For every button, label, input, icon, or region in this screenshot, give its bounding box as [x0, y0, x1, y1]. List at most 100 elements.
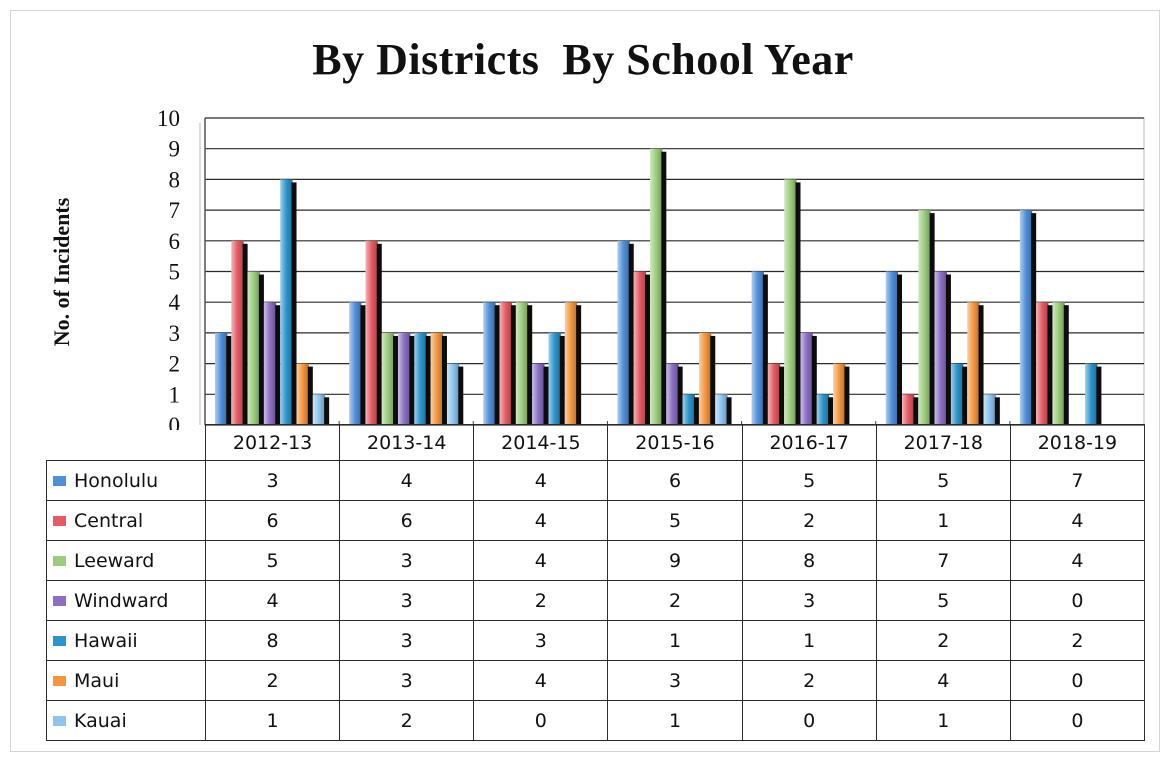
table-cell-value: 6 [204, 500, 341, 541]
table-cell-value: 8 [204, 620, 341, 661]
table-cell-value: 2 [473, 580, 609, 621]
legend-entry: Honolulu [46, 460, 206, 501]
bar-shadow [258, 274, 264, 425]
bar-honolulu-2013-14 [349, 302, 362, 425]
table-row: Central 6 6 4 5 2 1 4 [46, 500, 1145, 541]
y-tick-label: 10 [157, 106, 180, 131]
table-row: Hawaii 8 3 3 1 1 2 2 [46, 620, 1145, 661]
bar-central-2016-17 [767, 363, 781, 425]
table-cell-value: 4 [473, 500, 609, 541]
table-cell-value: 4 [473, 540, 609, 581]
table-cell-value: 0 [741, 700, 877, 741]
bar-shadow [828, 397, 834, 425]
bar-central-2015-16 [633, 271, 647, 425]
legend-swatch [53, 596, 66, 606]
y-tick-label: 1 [169, 382, 181, 407]
x-category-label: 2017-18 [875, 424, 1011, 461]
chart-frame [10, 10, 1160, 752]
x-category-label: 2016-17 [741, 424, 877, 461]
table-cell-value: 1 [204, 700, 341, 741]
table-row: Maui 2 3 4 3 2 4 0 [46, 660, 1145, 701]
bar-shadow [1096, 366, 1102, 425]
table-cell-value: 2 [875, 620, 1011, 661]
series-name: Honolulu [74, 469, 159, 492]
bar-maui-2015-16 [698, 332, 712, 425]
bar-honolulu-2017-18 [885, 271, 899, 425]
bar-central-2018-19 [1036, 302, 1049, 425]
bar-shadow [425, 335, 431, 425]
table-cell-value: 7 [1009, 460, 1145, 501]
bar-shadow [710, 335, 716, 425]
table-cell-value: 5 [875, 580, 1011, 621]
bar-hawaii-2013-14 [414, 332, 427, 425]
y-tick-label: 4 [169, 290, 181, 315]
bar-maui-2013-14 [430, 332, 443, 425]
bar-shadow [360, 305, 366, 425]
bar-hawaii-2018-19 [1085, 363, 1098, 425]
bar-shadow [811, 335, 817, 425]
bar-windward-2017-18 [934, 271, 947, 425]
bar-honolulu-2015-16 [617, 240, 630, 425]
bar-central-2017-18 [902, 394, 915, 425]
table-cell-value: 6 [339, 500, 475, 541]
table-cell-value: 3 [741, 580, 877, 621]
bar-shadow [409, 335, 415, 425]
table-cell-value: 4 [204, 580, 341, 621]
legend-entry: Windward [46, 580, 206, 621]
bar-shadow [324, 397, 330, 425]
bar-shadow [844, 366, 850, 425]
bar-shadow [795, 182, 801, 425]
series-name: Kauai [74, 709, 127, 732]
table-cell-value: 1 [607, 620, 743, 661]
bar-hawaii-2015-16 [682, 394, 695, 425]
table-cell-value: 4 [875, 660, 1011, 701]
x-category-label: 2018-19 [1009, 424, 1145, 461]
bar-maui-2012-13 [296, 363, 309, 425]
x-category-label: 2015-16 [607, 424, 743, 461]
bar-shadow [913, 397, 919, 425]
bar-leeward-2013-14 [381, 332, 395, 425]
bar-shadow [1031, 213, 1037, 425]
bar-leeward-2017-18 [918, 210, 931, 425]
table-cell-value: 2 [1009, 620, 1145, 661]
bar-honolulu-2016-17 [751, 271, 764, 425]
bar-kauai-2017-18 [983, 394, 996, 425]
legend-entry: Kauai [46, 700, 206, 741]
bar-shadow [576, 305, 582, 425]
y-tick-label: 5 [169, 260, 181, 285]
table-cell-value: 3 [204, 460, 341, 501]
y-tick-label: 3 [169, 321, 181, 346]
table-cell-value: 3 [607, 660, 743, 701]
bar-shadow [762, 274, 768, 425]
table-row: Honolulu 3 4 4 6 5 5 7 [46, 460, 1145, 501]
bar-shadow [1063, 305, 1069, 425]
bar-kauai-2015-16 [715, 394, 728, 425]
bar-shadow [962, 366, 968, 425]
table-cell-value: 3 [339, 540, 475, 581]
table-cell-value: 7 [875, 540, 1011, 581]
legend-entry: Leeward [46, 540, 206, 581]
table-cell-value: 3 [473, 620, 609, 661]
legend-swatch [53, 636, 66, 646]
bar-windward-2015-16 [666, 363, 679, 425]
y-tick-label: 6 [169, 229, 181, 254]
bar-kauai-2013-14 [446, 363, 460, 425]
legend-entry: Maui [46, 660, 206, 701]
table-cell-value: 2 [741, 500, 877, 541]
legend-entry: Hawaii [46, 620, 206, 661]
legend-swatch [53, 476, 66, 486]
bar-shadow [510, 305, 516, 425]
bar-leeward-2015-16 [650, 148, 663, 425]
y-tick-label: 0 [169, 413, 181, 430]
bar-shadow [779, 366, 785, 425]
bar-shadow [376, 243, 382, 425]
bar-maui-2014-15 [564, 302, 578, 425]
table-cell-value: 3 [339, 660, 475, 701]
table-cell-value: 1 [607, 700, 743, 741]
series-name: Leeward [74, 549, 155, 572]
bar-shadow [275, 305, 281, 425]
bar-shadow [994, 397, 1000, 425]
bar-central-2013-14 [365, 240, 378, 425]
data-table: 2012-13 2013-14 2014-15 2015-16 2016-17 2017-… [46, 424, 1145, 741]
y-tick-label: 2 [169, 352, 181, 377]
